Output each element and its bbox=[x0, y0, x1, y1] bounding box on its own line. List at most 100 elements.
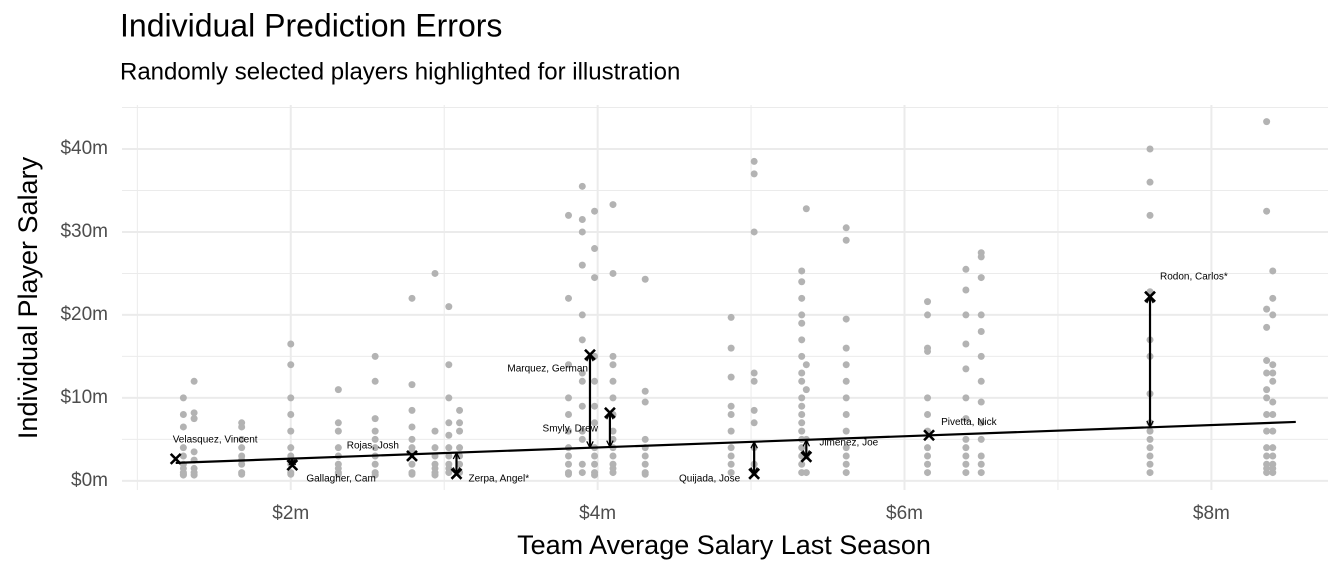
point bbox=[1269, 311, 1277, 319]
point bbox=[802, 386, 810, 394]
point bbox=[798, 419, 806, 427]
point bbox=[578, 460, 586, 468]
point bbox=[371, 435, 379, 443]
point bbox=[1263, 305, 1271, 313]
point bbox=[408, 381, 416, 389]
point bbox=[1269, 469, 1277, 477]
point bbox=[238, 435, 246, 443]
point bbox=[1146, 444, 1154, 452]
point bbox=[798, 267, 806, 275]
point bbox=[408, 423, 416, 431]
highlight-marker bbox=[286, 459, 299, 472]
point bbox=[924, 311, 932, 319]
player-label: Velasquez, Vincent bbox=[173, 435, 258, 446]
point bbox=[578, 469, 586, 477]
point bbox=[591, 207, 599, 215]
point bbox=[564, 294, 572, 302]
highlight-marker bbox=[748, 467, 761, 480]
point bbox=[727, 373, 735, 381]
y-axis-label: Individual Player Salary bbox=[13, 156, 43, 439]
point bbox=[977, 377, 985, 385]
point bbox=[578, 435, 586, 443]
point bbox=[798, 444, 806, 452]
point bbox=[564, 427, 572, 435]
player-label: Smyly, Drew bbox=[543, 423, 599, 434]
point bbox=[564, 211, 572, 219]
point bbox=[334, 444, 342, 452]
point bbox=[445, 444, 453, 452]
fit-line bbox=[175, 420, 1296, 464]
point bbox=[334, 470, 342, 478]
point bbox=[578, 377, 586, 385]
point bbox=[750, 369, 758, 377]
point bbox=[578, 369, 586, 377]
point bbox=[842, 427, 850, 435]
point bbox=[962, 415, 970, 423]
point bbox=[798, 427, 806, 435]
point bbox=[578, 228, 586, 236]
y-tick-label: $10m bbox=[60, 387, 108, 408]
point bbox=[802, 205, 810, 213]
point bbox=[456, 444, 464, 452]
point bbox=[977, 469, 985, 477]
point bbox=[431, 427, 439, 435]
x-tick-label: $4m bbox=[579, 503, 616, 524]
point bbox=[727, 460, 735, 468]
plot-area: Velasquez, Vincent Gallagher, Cam Rojas, J… bbox=[169, 118, 1296, 485]
point bbox=[445, 419, 453, 427]
point bbox=[1263, 369, 1271, 377]
highlight-marker bbox=[406, 450, 418, 462]
point bbox=[287, 394, 295, 402]
point bbox=[609, 469, 617, 477]
point bbox=[456, 419, 464, 427]
point bbox=[445, 431, 453, 439]
point bbox=[924, 460, 932, 468]
point bbox=[179, 444, 187, 452]
point bbox=[924, 347, 932, 355]
point bbox=[609, 361, 617, 369]
point bbox=[564, 394, 572, 402]
point bbox=[445, 469, 453, 477]
point bbox=[977, 398, 985, 406]
point bbox=[962, 444, 970, 452]
point bbox=[408, 294, 416, 302]
point bbox=[962, 394, 970, 402]
point bbox=[371, 377, 379, 385]
x-tick-label: $6m bbox=[886, 503, 923, 524]
point bbox=[1263, 444, 1271, 452]
point bbox=[431, 444, 439, 452]
highlight-marker bbox=[923, 429, 935, 442]
point bbox=[727, 444, 735, 452]
point bbox=[1263, 207, 1271, 215]
point bbox=[456, 427, 464, 435]
chart-subtitle: Randomly selected players highlighted fo… bbox=[120, 58, 680, 85]
point bbox=[802, 469, 810, 477]
point bbox=[445, 361, 453, 369]
x-tick-label: $2m bbox=[272, 503, 309, 524]
point bbox=[179, 394, 187, 402]
y-tick-label: $40m bbox=[60, 138, 108, 159]
highlight-marker bbox=[584, 348, 596, 361]
point bbox=[408, 406, 416, 414]
point bbox=[564, 470, 572, 478]
y-tick-label: $30m bbox=[60, 221, 108, 242]
point bbox=[1263, 469, 1271, 477]
point bbox=[287, 410, 295, 418]
player-label: Gallagher, Cam bbox=[306, 474, 375, 485]
point bbox=[962, 340, 970, 348]
point bbox=[408, 435, 416, 443]
point bbox=[1263, 323, 1271, 331]
point bbox=[287, 427, 295, 435]
point bbox=[750, 419, 758, 427]
point bbox=[962, 435, 970, 443]
point bbox=[977, 460, 985, 468]
point bbox=[1263, 452, 1271, 460]
point bbox=[578, 311, 586, 319]
point bbox=[798, 336, 806, 344]
point bbox=[1263, 357, 1271, 365]
point bbox=[578, 336, 586, 344]
point bbox=[1263, 410, 1271, 418]
point bbox=[190, 409, 198, 417]
point bbox=[591, 452, 599, 460]
highlight-marker bbox=[450, 467, 463, 480]
